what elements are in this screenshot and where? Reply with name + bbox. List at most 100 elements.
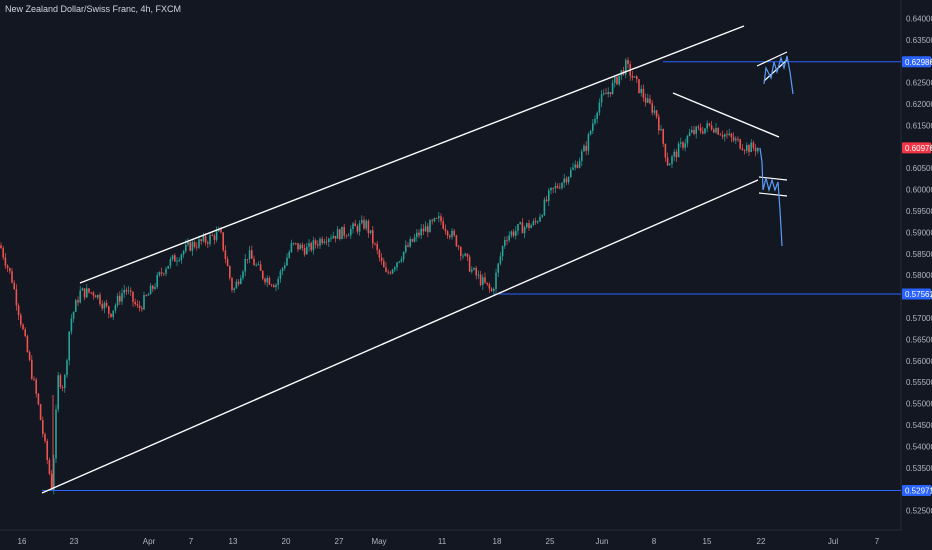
chart-title: New Zealand Dollar/Swiss Franc, 4h, FXCM: [5, 4, 182, 14]
bullish-projection-path: [763, 55, 794, 95]
candle-body: [372, 230, 374, 244]
candle-body: [658, 116, 660, 131]
candle-body: [391, 269, 394, 274]
candle-body: [468, 256, 471, 272]
candle-body: [110, 313, 112, 318]
candle-body: [660, 129, 662, 131]
candle-body: [686, 135, 689, 144]
candle-body: [517, 224, 519, 231]
candle-body: [325, 241, 328, 243]
candle-body: [152, 285, 154, 289]
candle-body: [424, 226, 427, 232]
candle-body: [739, 139, 741, 149]
candle-body: [433, 218, 436, 222]
candle-body: [66, 360, 68, 376]
candle-body: [565, 178, 568, 183]
candle-body: [108, 306, 110, 314]
candle-body: [35, 379, 37, 394]
candle-body: [713, 129, 715, 133]
candle-body: [332, 235, 334, 239]
candle-body: [746, 145, 748, 151]
candle-body: [125, 289, 128, 292]
candle-body: [92, 292, 95, 296]
candle-body: [77, 300, 79, 303]
candle-body: [193, 242, 196, 247]
candle-body: [561, 182, 563, 189]
candle-body: [429, 220, 431, 233]
candle-body: [735, 138, 737, 141]
candle-body: [506, 240, 508, 241]
candle-body: [365, 220, 367, 229]
candle-body: [708, 123, 711, 126]
candle-body: [257, 264, 260, 266]
candle-body: [94, 295, 97, 298]
candle-body: [691, 129, 693, 133]
pattern-bottom-line: [758, 192, 788, 197]
candle-body: [138, 305, 141, 308]
candle-body: [633, 76, 636, 78]
candle-body: [101, 304, 103, 309]
candle-body: [145, 295, 147, 296]
time-tick-label: 25: [546, 537, 555, 546]
candle-body: [334, 235, 337, 239]
candle-body: [627, 60, 629, 65]
candle-body: [149, 285, 152, 295]
candle-body: [215, 231, 218, 240]
candle-body: [539, 216, 541, 222]
candle-body: [235, 281, 238, 289]
candle-body: [435, 218, 438, 219]
candle-body: [308, 243, 310, 247]
current-price-tag: [902, 142, 931, 154]
candle-body: [499, 256, 502, 264]
candle-body: [20, 315, 22, 325]
candle-body: [288, 252, 290, 258]
candle-body: [374, 243, 376, 245]
candle-body: [471, 269, 473, 272]
time-tick-label: 8: [652, 537, 657, 546]
candle-body: [680, 142, 682, 144]
candle-body: [13, 282, 15, 290]
candle-body: [174, 255, 176, 262]
candle-body: [341, 226, 343, 240]
candle-body: [180, 254, 183, 261]
candle-body: [299, 244, 301, 250]
candle-body: [706, 123, 708, 129]
candle-body: [112, 310, 114, 318]
candle-body: [185, 244, 187, 252]
candle-body: [440, 216, 442, 222]
candle-body: [114, 305, 117, 311]
candle-body: [695, 126, 697, 134]
candle-body: [510, 231, 513, 236]
candle-body: [64, 375, 66, 388]
candle-body: [17, 305, 20, 316]
candle-body: [57, 375, 59, 410]
candle-body: [581, 151, 583, 162]
candle-body: [220, 228, 222, 233]
candle-body: [519, 222, 521, 225]
candle-body: [79, 290, 81, 303]
candle-body: [684, 143, 686, 148]
time-axis[interactable]: 16 23 Apr 7 13 20 27 May 11 18 25 Jun 8 15 22 Jul 7: [18, 537, 880, 546]
candle-body: [420, 228, 422, 236]
candle-body: [699, 127, 702, 132]
time-tick-label: 20: [282, 537, 291, 546]
candle-body: [68, 331, 70, 361]
candle-body: [211, 235, 213, 236]
candle-body: [559, 187, 561, 189]
candle-body: [37, 393, 40, 405]
level-price-tag-text: 0.52971: [905, 486, 932, 495]
candle-body: [81, 288, 84, 291]
candle-body: [361, 219, 363, 224]
candle-body: [178, 260, 180, 261]
candle-body: [446, 231, 449, 236]
candle-body: [165, 268, 167, 274]
candle-body: [53, 458, 55, 490]
candle-body: [290, 243, 293, 253]
